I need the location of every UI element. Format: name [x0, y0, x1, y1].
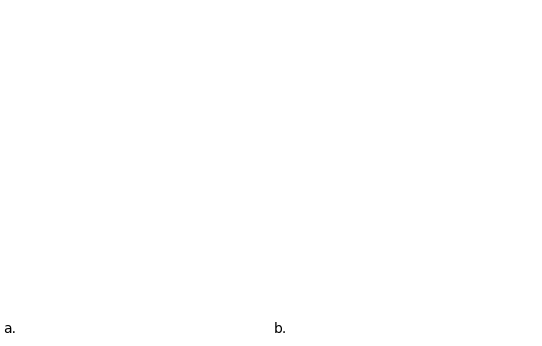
Text: b.: b. — [274, 322, 287, 336]
Text: a.: a. — [3, 322, 16, 336]
